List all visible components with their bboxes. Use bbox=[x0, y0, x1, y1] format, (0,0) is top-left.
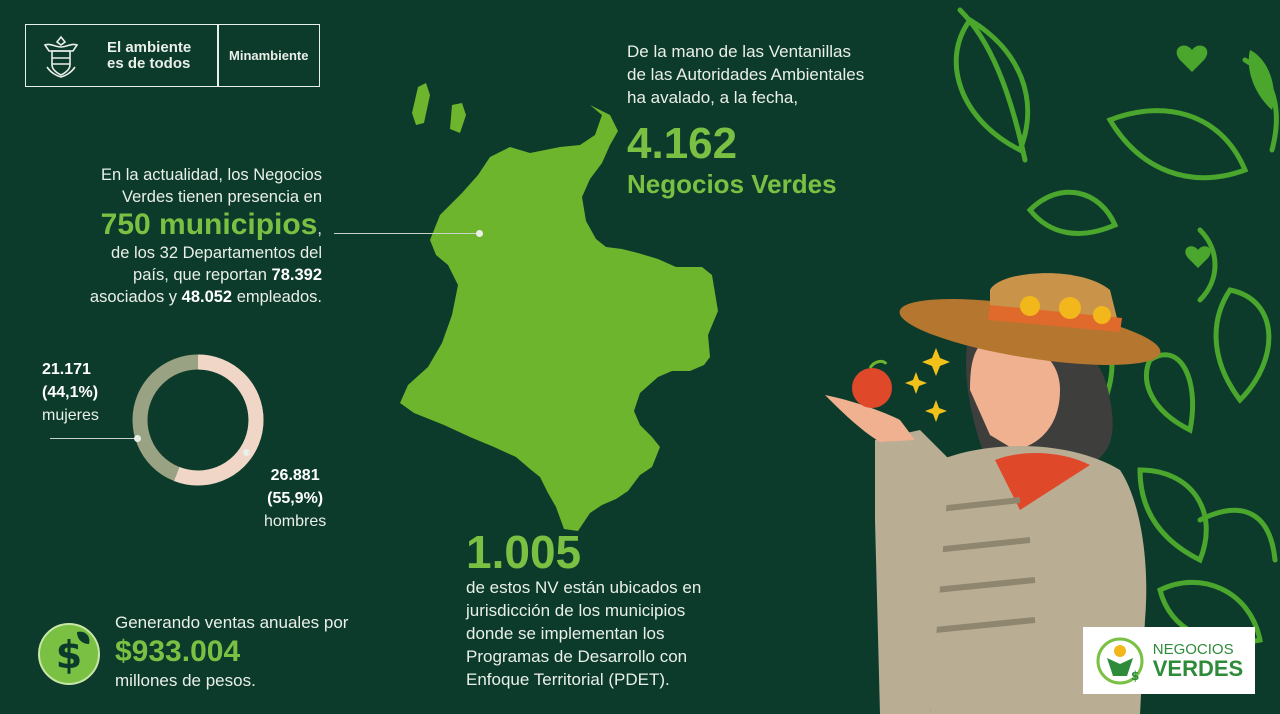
avalado-line: ha avalado, a la fecha, bbox=[627, 88, 799, 107]
presence-line: país, que reportan bbox=[133, 266, 272, 284]
asociados-count: 78.392 bbox=[271, 266, 322, 284]
presence-line: En la actualidad, los Negocios bbox=[100, 166, 322, 184]
municipios-highlight: 750 municipios bbox=[100, 208, 318, 241]
apple-icon bbox=[852, 368, 892, 408]
providencia-island bbox=[450, 103, 466, 133]
men-leader-dot bbox=[243, 449, 250, 456]
money-dollar-icon: $ bbox=[37, 622, 101, 691]
sales-text: Generando ventas anuales por $933.004 mi… bbox=[115, 612, 348, 692]
negocios-verdes-person-icon: $ bbox=[1096, 637, 1144, 684]
san-andres-island bbox=[412, 83, 430, 125]
header-logo: El ambiente es de todos Minambiente bbox=[25, 24, 320, 87]
presence-comma: , bbox=[317, 220, 322, 238]
men-label: hombres bbox=[264, 513, 327, 530]
ministry-name: Minambiente bbox=[229, 48, 309, 63]
men-leader-line bbox=[248, 452, 249, 453]
slogan: El ambiente es de todos bbox=[96, 38, 217, 72]
pdet-line: donde se implementan los bbox=[466, 624, 665, 643]
pdet-line: Enfoque Territorial (PDET). bbox=[466, 670, 670, 689]
coat-of-arms-icon bbox=[26, 25, 96, 86]
empleados-count: 48.052 bbox=[181, 288, 233, 306]
pdet-line: jurisdicción de los municipios bbox=[466, 601, 686, 620]
nv-logo-line1: NEGOCIOS bbox=[1152, 640, 1234, 658]
sales-line: Generando ventas anuales por bbox=[115, 613, 349, 632]
negocios-verdes-logo: $ NEGOCIOS VERDES bbox=[1083, 627, 1255, 694]
women-count: 21.171 bbox=[42, 361, 91, 378]
presence-line: de los 32 Departamentos del bbox=[111, 244, 322, 262]
gender-donut-chart bbox=[132, 354, 264, 486]
pdet-number: 1.005 bbox=[466, 526, 582, 578]
nv-logo-line2: VERDES bbox=[1152, 655, 1244, 681]
presence-line: asociados y bbox=[89, 288, 182, 306]
slogan-line: es de todos bbox=[107, 54, 191, 72]
presence-leader-dot bbox=[476, 230, 483, 237]
presence-leader-line bbox=[334, 233, 478, 234]
woman-with-apple-illustration bbox=[825, 273, 1161, 714]
presence-text: En la actualidad, los Negocios Verdes ti… bbox=[22, 164, 322, 308]
men-count: 26.881 bbox=[270, 467, 320, 484]
women-percent: (44,1%) bbox=[42, 384, 99, 401]
men-stat: 26.881 (55,9%) hombres bbox=[264, 464, 326, 533]
avalado-line: de las Autoridades Ambientales bbox=[627, 65, 865, 84]
presence-line: Verdes tienen presencia en bbox=[122, 188, 322, 206]
svg-text:$: $ bbox=[1131, 669, 1139, 683]
svg-text:$: $ bbox=[56, 633, 82, 677]
men-percent: (55,9%) bbox=[267, 490, 324, 507]
presence-line: empleados. bbox=[232, 288, 322, 306]
logo-divider bbox=[217, 25, 219, 86]
pdet-block: 1.005 de estos NV están ubicados en juri… bbox=[466, 528, 701, 691]
sales-amount: $933.004 bbox=[115, 635, 241, 668]
avalado-label: Negocios Verdes bbox=[627, 169, 837, 199]
sales-line: millones de pesos. bbox=[115, 671, 256, 690]
women-leader-dot bbox=[134, 435, 141, 442]
avalado-block: De la mano de las Ventanillas de las Aut… bbox=[627, 40, 864, 199]
women-stat: 21.171 (44,1%) mujeres bbox=[42, 358, 99, 427]
women-leader-line bbox=[50, 438, 136, 439]
pdet-line: de estos NV están ubicados en bbox=[466, 578, 702, 597]
slogan-line: El ambiente bbox=[107, 38, 192, 56]
avalado-number: 4.162 bbox=[627, 119, 738, 168]
women-label: mujeres bbox=[42, 407, 99, 424]
avalado-line: De la mano de las Ventanillas bbox=[627, 42, 851, 61]
donut-men-segment bbox=[132, 354, 264, 486]
colombia-map bbox=[400, 83, 718, 531]
pdet-line: Programas de Desarrollo con bbox=[466, 647, 688, 666]
